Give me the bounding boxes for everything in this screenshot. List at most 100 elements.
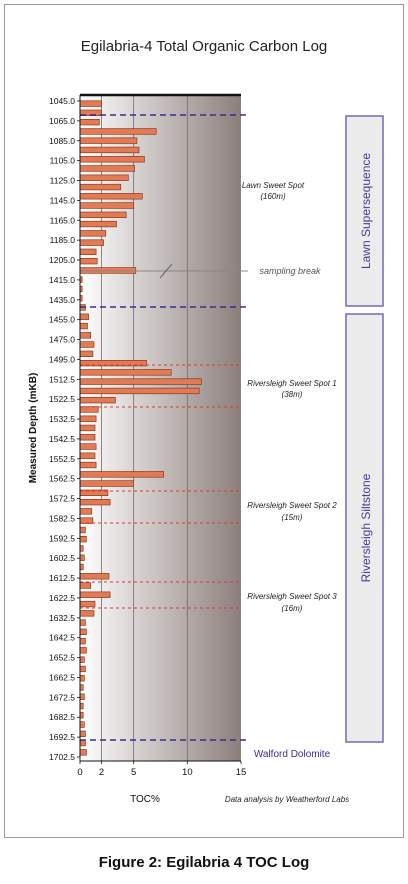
- toc-bar: [79, 610, 95, 617]
- depth-tick-label: 1642.5: [49, 633, 75, 643]
- depth-tick-label: 1652.5: [49, 653, 75, 663]
- sampling-break-tick: [159, 263, 173, 279]
- toc-bar: [79, 647, 87, 654]
- figure-caption: Figure 2: Egilabria 4 TOC Log: [98, 854, 310, 871]
- toc-bar: [79, 526, 86, 534]
- toc-bar: [79, 146, 140, 154]
- toc-bar: [79, 211, 127, 218]
- depth-tick-label: 1582.5: [49, 513, 75, 523]
- axes: [79, 93, 241, 762]
- depth-tick-label: 1185.0: [50, 235, 76, 245]
- depth-tick-label: 1532.5: [49, 414, 75, 424]
- rss3-title: Riversleigh Sweet Spot 3: [247, 592, 337, 601]
- depth-tick-label: 1612.5: [49, 573, 75, 583]
- toc-bar: [79, 665, 86, 673]
- toc-bar: [79, 730, 86, 737]
- toc-bar: [79, 600, 96, 608]
- toc-bar: [79, 230, 107, 237]
- toc-bar: [79, 350, 94, 357]
- chart-title: Egilabria-4 Total Organic Carbon Log: [81, 38, 328, 55]
- depth-tick-label: 1105.0: [50, 156, 76, 166]
- toc-tick-label: 15: [236, 767, 247, 778]
- toc-bar: [79, 174, 129, 181]
- toc-bar: [79, 313, 89, 320]
- depth-tick-label: 1125.0: [50, 176, 76, 186]
- toc-bar: [79, 749, 87, 756]
- depth-tick-label: 1045.0: [49, 96, 75, 106]
- rss1-thickness: (38m): [282, 390, 303, 399]
- toc-bar: [79, 573, 110, 580]
- toc-bar: [79, 582, 91, 589]
- toc-bar: [79, 165, 136, 172]
- toc-bar: [79, 119, 100, 126]
- depth-tick-label: 1495.0: [49, 354, 75, 364]
- toc-bar: [79, 443, 97, 450]
- toc-bar: [79, 322, 88, 330]
- toc-bar: [79, 396, 116, 404]
- rss2-title: Riversleigh Sweet Spot 2: [247, 501, 337, 510]
- toc-bar: [79, 721, 85, 728]
- lawn-supersequence-box: [345, 115, 384, 307]
- depth-tick-label: 1622.5: [49, 593, 75, 603]
- depth-tick-label: 1205.0: [49, 255, 75, 265]
- lawn-sweet-spot-thickness: (160m): [260, 192, 286, 201]
- depth-tick-label: 1065.0: [49, 116, 75, 126]
- riversleigh-siltstone-label: Riversleigh Siltstone: [359, 473, 373, 582]
- toc-bar: [79, 461, 97, 469]
- toc-bar: [79, 656, 85, 663]
- depth-tick-label: 1085.0: [49, 136, 75, 146]
- toc-bar: [79, 220, 117, 228]
- depth-tick-label: 1702.5: [49, 752, 75, 762]
- toc-bar: [79, 341, 95, 348]
- toc-bar: [79, 452, 96, 459]
- toc-bar: [79, 424, 96, 432]
- lawn-sweet-spot-title: Lawn Sweet Spot: [242, 181, 305, 190]
- depth-tick-label: 1512.5: [49, 374, 75, 384]
- toc-bar: [79, 535, 87, 543]
- toc-bar: [79, 471, 164, 478]
- depth-tick-label: 1572.5: [49, 494, 75, 504]
- toc-bar: [79, 434, 96, 441]
- depth-tick-label: 1435.0: [49, 295, 75, 305]
- toc-bar: [79, 156, 145, 163]
- depth-tick-label: 1415.0: [49, 275, 75, 285]
- depth-tick-label: 1455.0: [49, 315, 75, 325]
- toc-bar: [79, 480, 135, 487]
- toc-bar: [79, 498, 111, 506]
- depth-tick-label: 1662.5: [49, 672, 75, 682]
- figure-frame: [4, 4, 404, 838]
- toc-tick-labels: 0 2 5 10 15: [77, 761, 246, 778]
- data-credit: Data analysis by Weatherford Labs: [225, 795, 349, 804]
- toc-bar: [79, 693, 85, 700]
- depth-tick-label: 1602.5: [49, 553, 75, 563]
- depth-tick-label: 1682.5: [49, 712, 75, 722]
- toc-bar: [79, 257, 98, 265]
- toc-bar: [79, 591, 111, 598]
- depth-tick-label: 1522.5: [49, 394, 75, 404]
- depth-tick-label: 1475.0: [49, 335, 75, 345]
- depth-tick-label: 1692.5: [49, 732, 75, 742]
- toc-bar: [79, 387, 200, 395]
- toc-bar: [79, 378, 202, 385]
- toc-bar: [79, 128, 157, 135]
- toc-tick-label: 2: [99, 767, 104, 778]
- depth-tick-label: 1542.5: [49, 434, 75, 444]
- depth-tick-label: 1165.0: [50, 215, 76, 225]
- sampling-break-label: sampling break: [259, 266, 321, 276]
- toc-bar: [79, 193, 143, 200]
- toc-tick-label: 10: [182, 767, 193, 778]
- toc-bar: [79, 137, 138, 144]
- toc-tick-label: 5: [131, 767, 136, 778]
- toc-bar: [79, 628, 87, 635]
- toc-bar: [79, 675, 85, 682]
- rss1-title: Riversleigh Sweet Spot 1: [247, 379, 336, 388]
- toc-bar: [79, 369, 172, 376]
- toc-bar: [79, 248, 97, 255]
- depth-tick-label: 1562.5: [49, 474, 75, 484]
- toc-bar: [79, 619, 86, 626]
- toc-bar: [79, 637, 86, 645]
- toc-bar: [79, 183, 122, 191]
- toc-bar: [79, 332, 91, 339]
- riversleigh-siltstone-box: [345, 313, 384, 743]
